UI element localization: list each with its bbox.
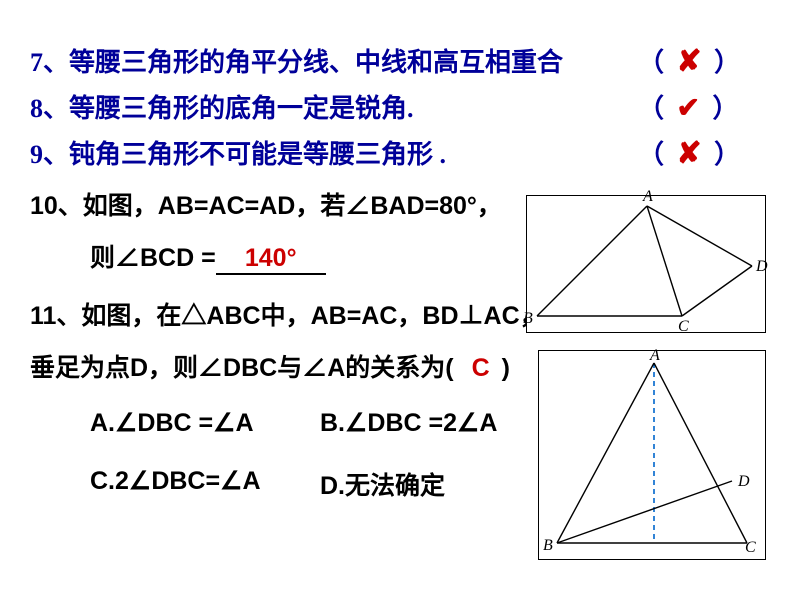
q10-line1: 10、如图，AB=AC=AD，若∠BAD=80°， (30, 186, 502, 222)
q11-line2: 垂足为点D，则∠DBC与∠A的关系为( C ) (30, 348, 510, 384)
figure-label: D (738, 473, 750, 491)
q8-paren-open: （ (638, 94, 664, 123)
figure-q10: ABCD (526, 195, 766, 333)
figure-label: D (756, 258, 768, 276)
q10-answer-blank: 140° (216, 244, 326, 275)
figure-label: A (643, 188, 653, 206)
q8-paren-close: ） (712, 94, 738, 123)
figure-q10-svg (527, 196, 767, 334)
q11-suffix: ) (502, 354, 510, 383)
q7-paren-open: （ (638, 48, 664, 77)
q9-paren-open: （ (638, 140, 664, 169)
q11-optA: A.∠DBC =∠A (90, 408, 254, 438)
q7-paren-close: ） (714, 48, 740, 77)
figure-label: A (650, 347, 660, 365)
q11-answer: C (472, 354, 490, 383)
q8-mark: ✔ (671, 92, 706, 123)
figure-label: B (523, 310, 533, 328)
q8-paren: （ ✔ ） (638, 88, 739, 125)
figure-label: B (543, 537, 553, 555)
q11-prefix: 垂足为点D，则∠DBC与∠A的关系为( (30, 348, 454, 384)
q7-text: 7、等腰三角形的角平分线、中线和高互相重合 (30, 42, 563, 79)
q10-prefix: 则∠BCD = (90, 238, 216, 274)
q11-optB: B.∠DBC =2∠A (320, 408, 498, 438)
q9-paren-close: ） (714, 140, 740, 169)
q11-line1: 11、如图，在△ABC中，AB=AC，BD⊥AC， (30, 296, 545, 332)
q10-line2: 则∠BCD = 140° (90, 238, 326, 275)
figure-q11-svg (539, 351, 767, 561)
q9-paren: （ ✘ ） (638, 134, 740, 171)
q8-text: 8、等腰三角形的底角一定是锐角. (30, 88, 414, 125)
figure-label: C (745, 539, 756, 557)
q10-answer: 140° (245, 244, 297, 272)
q9-text: 9、钝角三角形不可能是等腰三角形 . (30, 134, 446, 171)
q11-optC: C.2∠DBC=∠A (90, 466, 261, 496)
q7-mark: ✘ (671, 45, 708, 78)
figure-label: C (678, 318, 689, 336)
q9-mark: ✘ (671, 137, 708, 170)
q7-paren: （ ✘ ） (638, 42, 740, 79)
q11-optD: D.无法确定 (320, 466, 445, 502)
figure-q11: A B C D (538, 350, 766, 560)
